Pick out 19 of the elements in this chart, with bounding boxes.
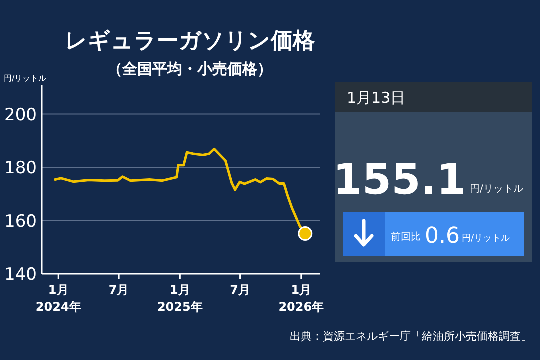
x-tick-label: 1月 2024年 [36, 283, 82, 314]
x-tick-label: 7月 [108, 283, 130, 297]
x-tick-label: 1月 2025年 [157, 283, 203, 314]
chart-subtitle: （全国平均・小売価格） [108, 60, 272, 78]
text: 円/リットル [470, 184, 524, 195]
text: 1月13日 [347, 89, 406, 107]
y-axis-title: 円/リットル [4, 74, 47, 83]
chart-title: レギュラーガソリン価格 [65, 29, 316, 54]
text: 155.1 [333, 155, 466, 204]
x-tick-label: 1月 2026年 [278, 283, 324, 314]
text: 0.6 [425, 224, 460, 249]
y-tick-label: 160 [4, 212, 37, 232]
source-note: 出典：資源エネルギー庁「給油所小売価格調査」 [290, 330, 532, 343]
y-tick-label: 200 [4, 105, 37, 126]
text: 前回比 [391, 231, 421, 243]
y-tick-label: 140 [4, 265, 37, 285]
text: 円/リットル [462, 234, 510, 244]
y-tick-label: 180 [4, 158, 37, 179]
x-tick-label: 7月 [230, 283, 250, 297]
